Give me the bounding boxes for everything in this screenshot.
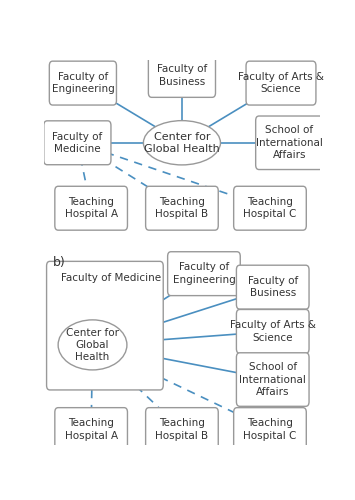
Text: Faculty of
Engineering: Faculty of Engineering xyxy=(51,72,114,94)
Text: Teaching
Hospital C: Teaching Hospital C xyxy=(243,418,297,441)
FancyBboxPatch shape xyxy=(44,121,111,164)
Text: Faculty of
Business: Faculty of Business xyxy=(157,64,207,86)
FancyBboxPatch shape xyxy=(246,61,316,105)
FancyBboxPatch shape xyxy=(234,186,306,230)
FancyBboxPatch shape xyxy=(146,408,218,452)
Text: Teaching
Hospital B: Teaching Hospital B xyxy=(155,197,208,220)
Text: Teaching
Hospital C: Teaching Hospital C xyxy=(243,197,297,220)
Text: Faculty of
Business: Faculty of Business xyxy=(247,276,298,298)
Text: Teaching
Hospital A: Teaching Hospital A xyxy=(65,418,118,441)
Text: Faculty of
Medicine: Faculty of Medicine xyxy=(52,132,103,154)
FancyBboxPatch shape xyxy=(234,408,306,452)
Text: Faculty of
Engineering: Faculty of Engineering xyxy=(173,262,235,285)
Text: School of
International
Affairs: School of International Affairs xyxy=(256,126,323,160)
FancyBboxPatch shape xyxy=(236,310,309,354)
Ellipse shape xyxy=(143,120,220,165)
FancyBboxPatch shape xyxy=(55,186,127,230)
FancyBboxPatch shape xyxy=(256,116,323,170)
Text: Faculty of Arts &
Science: Faculty of Arts & Science xyxy=(230,320,316,342)
Text: Teaching
Hospital A: Teaching Hospital A xyxy=(65,197,118,220)
FancyBboxPatch shape xyxy=(236,265,309,309)
Text: b): b) xyxy=(53,256,65,270)
Text: Teaching
Hospital B: Teaching Hospital B xyxy=(155,418,208,441)
FancyBboxPatch shape xyxy=(49,61,116,105)
FancyBboxPatch shape xyxy=(236,353,309,406)
FancyBboxPatch shape xyxy=(148,54,215,98)
Text: Center for
Global
Health: Center for Global Health xyxy=(66,328,119,362)
Text: Faculty of Medicine: Faculty of Medicine xyxy=(61,272,161,282)
Ellipse shape xyxy=(58,320,127,370)
FancyBboxPatch shape xyxy=(47,262,163,390)
Text: Center for
Global Health: Center for Global Health xyxy=(144,132,220,154)
Text: Faculty of Arts &
Science: Faculty of Arts & Science xyxy=(238,72,324,94)
FancyBboxPatch shape xyxy=(55,408,127,452)
FancyBboxPatch shape xyxy=(146,186,218,230)
FancyBboxPatch shape xyxy=(168,252,240,296)
Text: a): a) xyxy=(53,70,65,82)
Text: School of
International
Affairs: School of International Affairs xyxy=(239,362,306,397)
